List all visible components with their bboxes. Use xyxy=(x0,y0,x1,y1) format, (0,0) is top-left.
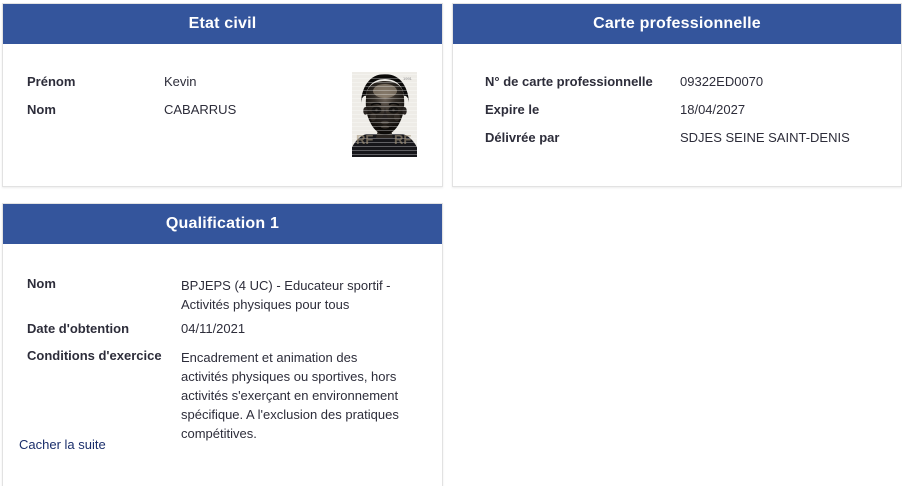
svg-text:1991: 1991 xyxy=(403,76,413,81)
svg-text:RF: RF xyxy=(356,132,373,147)
svg-text:RF: RF xyxy=(394,132,411,147)
